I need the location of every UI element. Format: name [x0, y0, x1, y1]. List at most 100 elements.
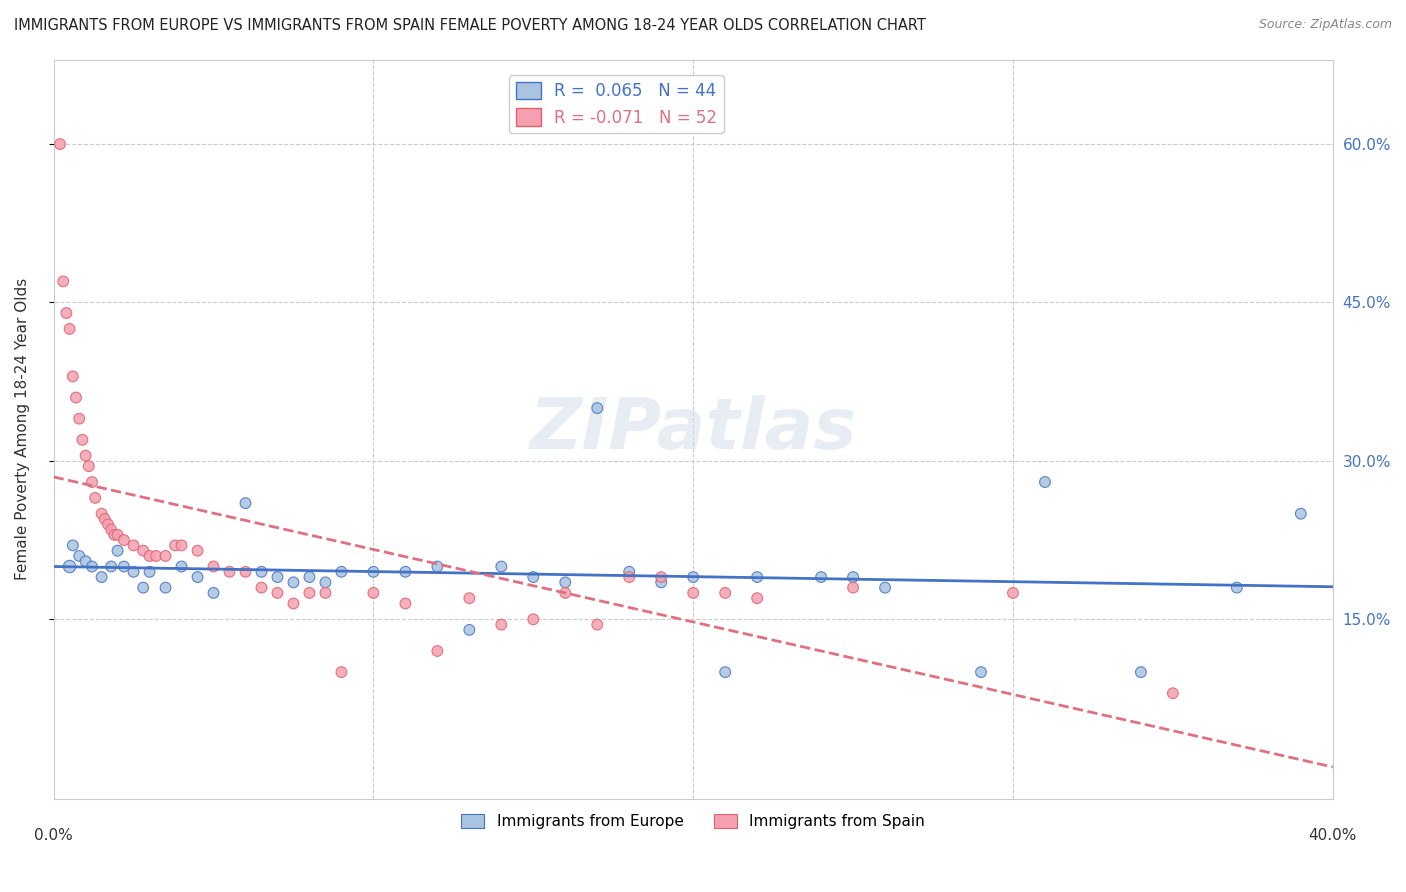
Point	[873, 581, 896, 595]
Point	[138, 549, 160, 563]
Point	[97, 517, 120, 532]
Point	[363, 565, 385, 579]
Point	[155, 581, 177, 595]
Point	[218, 565, 240, 579]
Point	[714, 586, 737, 600]
Point	[283, 575, 305, 590]
Point	[619, 565, 641, 579]
Point	[283, 597, 305, 611]
Point	[67, 411, 90, 425]
Point	[491, 559, 513, 574]
Point	[103, 528, 125, 542]
Point	[80, 559, 103, 574]
Point	[52, 274, 75, 288]
Point	[107, 528, 129, 542]
Point	[75, 554, 97, 568]
Point	[250, 581, 273, 595]
Point	[55, 306, 77, 320]
Point	[202, 586, 225, 600]
Point	[810, 570, 832, 584]
Point	[682, 586, 704, 600]
Point	[1001, 586, 1024, 600]
Point	[1289, 507, 1312, 521]
Point	[266, 570, 288, 584]
Point	[165, 538, 187, 552]
Point	[586, 401, 609, 416]
Point	[619, 570, 641, 584]
Point	[138, 565, 160, 579]
Point	[112, 559, 135, 574]
Point	[62, 538, 84, 552]
Point	[235, 496, 257, 510]
Point	[714, 665, 737, 679]
Text: Source: ZipAtlas.com: Source: ZipAtlas.com	[1258, 18, 1392, 31]
Point	[77, 459, 100, 474]
Point	[650, 575, 672, 590]
Point	[458, 623, 481, 637]
Point	[122, 538, 145, 552]
Point	[90, 507, 112, 521]
Point	[1161, 686, 1184, 700]
Point	[394, 597, 416, 611]
Point	[65, 391, 87, 405]
Point	[747, 591, 769, 606]
Point	[170, 538, 193, 552]
Point	[84, 491, 107, 505]
Point	[100, 523, 122, 537]
Point	[94, 512, 117, 526]
Point	[90, 570, 112, 584]
Point	[842, 570, 865, 584]
Point	[62, 369, 84, 384]
Point	[747, 570, 769, 584]
Point	[80, 475, 103, 489]
Point	[330, 565, 353, 579]
Point	[72, 433, 94, 447]
Point	[59, 322, 82, 336]
Point	[1226, 581, 1249, 595]
Point	[650, 570, 672, 584]
Point	[298, 570, 321, 584]
Point	[132, 581, 155, 595]
Point	[426, 644, 449, 658]
Point	[186, 570, 208, 584]
Point	[122, 565, 145, 579]
Point	[1129, 665, 1152, 679]
Point	[235, 565, 257, 579]
Legend: R =  0.065   N = 44, R = -0.071   N = 52: R = 0.065 N = 44, R = -0.071 N = 52	[509, 75, 724, 133]
Point	[155, 549, 177, 563]
Text: ZIPatlas: ZIPatlas	[530, 395, 856, 464]
Point	[522, 612, 544, 626]
Text: 40.0%: 40.0%	[1309, 829, 1357, 844]
Point	[522, 570, 544, 584]
Point	[1033, 475, 1056, 489]
Point	[132, 543, 155, 558]
Point	[59, 559, 82, 574]
Point	[363, 586, 385, 600]
Point	[145, 549, 167, 563]
Point	[75, 449, 97, 463]
Point	[426, 559, 449, 574]
Point	[250, 565, 273, 579]
Point	[67, 549, 90, 563]
Point	[186, 543, 208, 558]
Point	[554, 586, 576, 600]
Point	[554, 575, 576, 590]
Point	[970, 665, 993, 679]
Y-axis label: Female Poverty Among 18-24 Year Olds: Female Poverty Among 18-24 Year Olds	[15, 278, 30, 581]
Point	[100, 559, 122, 574]
Point	[330, 665, 353, 679]
Text: 0.0%: 0.0%	[34, 829, 73, 844]
Point	[314, 586, 336, 600]
Text: IMMIGRANTS FROM EUROPE VS IMMIGRANTS FROM SPAIN FEMALE POVERTY AMONG 18-24 YEAR : IMMIGRANTS FROM EUROPE VS IMMIGRANTS FRO…	[14, 18, 927, 33]
Point	[682, 570, 704, 584]
Point	[112, 533, 135, 548]
Point	[314, 575, 336, 590]
Point	[842, 581, 865, 595]
Point	[107, 543, 129, 558]
Point	[266, 586, 288, 600]
Point	[49, 137, 72, 152]
Point	[298, 586, 321, 600]
Point	[202, 559, 225, 574]
Point	[458, 591, 481, 606]
Point	[394, 565, 416, 579]
